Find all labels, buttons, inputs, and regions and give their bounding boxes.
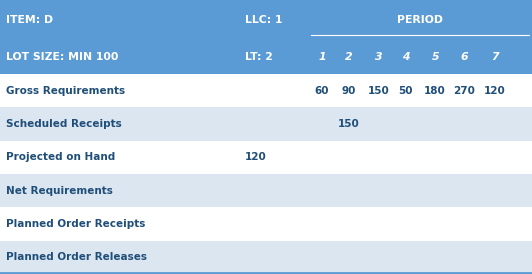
Bar [0,40,532,74]
Text: 120: 120 [245,152,267,162]
Text: Planned Order Receipts: Planned Order Receipts [6,219,146,229]
Bar [0,0,532,40]
Text: PERIOD: PERIOD [397,15,443,25]
Text: 3: 3 [375,52,383,62]
Text: 2: 2 [345,52,352,62]
Text: 270: 270 [453,86,476,96]
Text: Planned Order Releases: Planned Order Releases [6,252,147,262]
Text: 90: 90 [341,86,356,96]
Text: Net Requirements: Net Requirements [6,186,113,196]
Text: LOT SIZE: MIN 100: LOT SIZE: MIN 100 [6,52,119,62]
Text: 7: 7 [491,52,498,62]
Text: Gross Requirements: Gross Requirements [6,86,126,96]
Text: 50: 50 [398,86,413,96]
Text: 120: 120 [484,86,505,96]
Bar [0,141,532,174]
Text: 60: 60 [314,86,329,96]
Text: Projected on Hand: Projected on Hand [6,152,115,162]
Bar [0,241,532,274]
Text: 180: 180 [425,86,446,96]
Text: 6: 6 [461,52,468,62]
Text: 4: 4 [402,52,409,62]
Text: Scheduled Receipts: Scheduled Receipts [6,119,122,129]
Text: 1: 1 [318,52,326,62]
Text: 5: 5 [431,52,439,62]
Text: LLC: 1: LLC: 1 [245,15,282,25]
Bar [0,107,532,141]
Bar [0,207,532,241]
Text: 150: 150 [338,119,359,129]
Bar [0,174,532,207]
Text: LT: 2: LT: 2 [245,52,272,62]
Bar [0,74,532,107]
Text: ITEM: D: ITEM: D [6,15,54,25]
Text: 150: 150 [368,86,389,96]
